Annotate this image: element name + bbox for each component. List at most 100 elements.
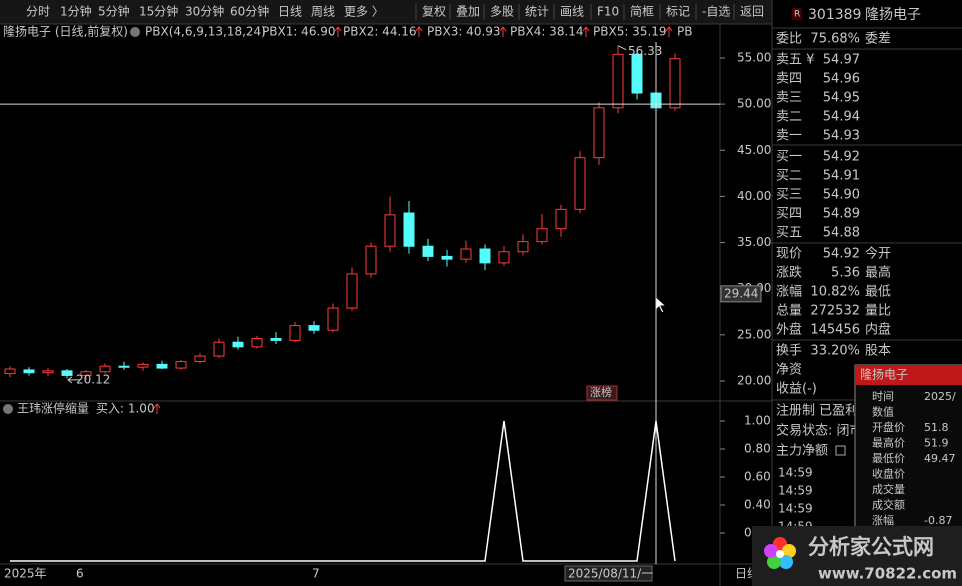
- y-tick-label: 40.00: [737, 189, 771, 203]
- stat-value: 145456: [810, 323, 860, 338]
- candle-body: [118, 365, 130, 368]
- candle-body: [251, 338, 263, 348]
- candle-body: [479, 248, 491, 264]
- ask-value: 54.95: [823, 91, 860, 106]
- tag: 涨榜: [590, 385, 612, 399]
- badge-text: R: [794, 10, 800, 20]
- ask-label: 卖一: [776, 129, 802, 144]
- tick-time: 14:59: [778, 484, 813, 498]
- y-tick-label: 35.00: [737, 235, 771, 249]
- candle-body: [403, 212, 415, 247]
- candle-body: [574, 157, 586, 210]
- popup-label: 数值: [872, 406, 894, 419]
- toolbar-button[interactable]: 叠加: [456, 5, 480, 19]
- up-arrow: [334, 26, 342, 37]
- stat-value: 54.92: [823, 247, 860, 262]
- logo-center: [776, 550, 784, 558]
- toolbar-button[interactable]: 15分钟: [139, 4, 178, 19]
- candle-body: [213, 341, 225, 357]
- bid-label: 买一: [776, 150, 802, 165]
- settings-icon[interactable]: [130, 27, 140, 37]
- stat-value: 10.82%: [810, 285, 860, 300]
- stat-label: 现价: [776, 247, 802, 262]
- legend-entry: PBX4: 38.14: [510, 25, 584, 39]
- legend-entry: PBX5: 35.19: [593, 25, 667, 39]
- tag-box: [586, 385, 618, 401]
- toolbar-button[interactable]: 多股: [490, 5, 514, 19]
- toolbar-button[interactable]: 更多 〉: [344, 5, 384, 19]
- candle-body: [175, 361, 187, 369]
- popup-value: 51.9: [924, 437, 949, 450]
- y-tick-label: 25.00: [737, 327, 771, 341]
- high-label: 56.33: [628, 44, 662, 58]
- stat-label: 总量: [776, 304, 802, 319]
- toolbar-button[interactable]: 周线: [311, 5, 335, 19]
- candle-body: [270, 338, 282, 341]
- candle-body: [536, 228, 548, 243]
- popup-label: 成交量: [872, 482, 905, 496]
- up-arrow: [153, 403, 161, 414]
- bid-value: 54.89: [823, 207, 860, 222]
- y-tick-label: 1.00: [744, 414, 771, 428]
- y-tick-label: 55.00: [737, 50, 771, 64]
- legend-entry: PBX1: 46.90: [262, 25, 336, 39]
- popup-label: 开盘价: [872, 420, 905, 434]
- cursor-label-box: [720, 285, 762, 303]
- watermark-url: www.70822.com: [818, 565, 957, 583]
- candle-body: [42, 370, 54, 374]
- stat-label2: 今开: [865, 246, 891, 262]
- bid-value: 54.90: [823, 188, 860, 203]
- bid-label: 买五: [776, 226, 802, 241]
- settings-icon[interactable]: [3, 404, 13, 414]
- toolbar-button[interactable]: 日线: [278, 5, 302, 19]
- time-label: 2025/08/11/一: [568, 567, 653, 581]
- y-tick-label: 50.00: [737, 97, 771, 111]
- weibi-label: 委比: [776, 32, 802, 47]
- toolbar-button[interactable]: 60分钟: [230, 4, 269, 19]
- legend-entry: PBX3: 40.93: [427, 25, 501, 39]
- popup-value: 51.8: [924, 421, 949, 434]
- ask-label: 卖三: [776, 91, 802, 106]
- toolbar-button[interactable]: 30分钟: [185, 4, 224, 19]
- candle-body: [4, 368, 16, 375]
- popup-value: 2025/: [924, 390, 956, 403]
- toolbar-button[interactable]: 5分钟: [98, 4, 130, 19]
- toolbar-button[interactable]: 画线: [560, 5, 584, 19]
- tick-time: 14:59: [778, 466, 813, 480]
- candle-body: [156, 363, 168, 369]
- stat-label: 外盘: [776, 322, 802, 338]
- stock-name: 隆扬电子: [865, 7, 921, 23]
- logo-petal: [764, 544, 778, 558]
- candle-body: [194, 355, 206, 363]
- high-pointer: [617, 45, 627, 51]
- y-tick-label: 0.80: [744, 442, 771, 456]
- toolbar-button[interactable]: 标记: [666, 5, 690, 19]
- candle-body: [346, 273, 358, 309]
- up-arrow: [665, 26, 673, 37]
- popup-title-bar: [855, 365, 962, 385]
- stat-label: 收益(-): [776, 382, 817, 397]
- ask-label: 卖四: [776, 72, 802, 87]
- toolbar-button[interactable]: 1分钟: [60, 4, 92, 19]
- stat-label2: 最高: [865, 265, 891, 281]
- toolbar-button[interactable]: 复权: [422, 5, 446, 19]
- candle-body: [365, 245, 377, 275]
- toolbar-button[interactable]: 返回: [740, 5, 764, 19]
- candle-body: [555, 208, 567, 230]
- toolbar-button[interactable]: 统计: [525, 5, 549, 19]
- candle-body: [612, 53, 624, 109]
- toolbar-button[interactable]: 简框: [630, 5, 654, 19]
- toolbar-button[interactable]: F10: [597, 5, 619, 19]
- watermark-name: 分析家公式网: [808, 535, 934, 559]
- candle-body: [23, 369, 35, 374]
- popup-label: 时间: [872, 390, 894, 403]
- toolbar-button[interactable]: 分时: [26, 5, 50, 19]
- candle-body: [669, 58, 681, 109]
- ask-value: 54.96: [823, 72, 860, 87]
- candle-body: [593, 107, 605, 159]
- popup-label: 收盘价: [872, 467, 905, 481]
- expand-icon[interactable]: [835, 445, 846, 456]
- popup-label: 涨幅: [872, 514, 894, 527]
- toolbar-button[interactable]: -自选: [702, 5, 730, 19]
